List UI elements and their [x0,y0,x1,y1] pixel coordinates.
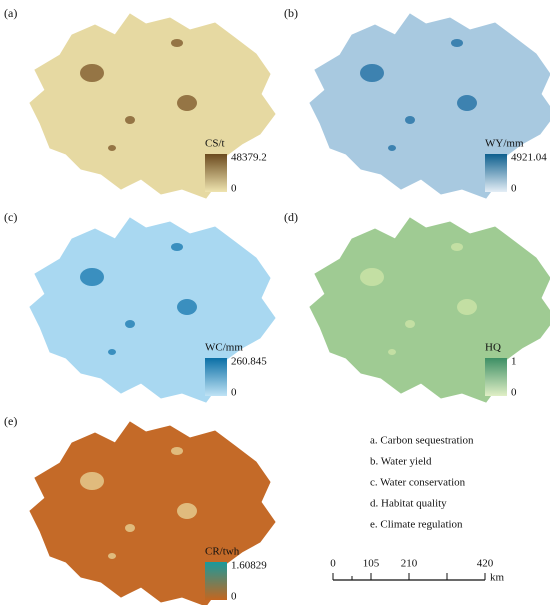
map-hotspot [388,349,396,355]
map-hotspot [451,243,463,251]
legend-title: HQ [485,342,501,354]
map-panel: (e) CR/twh 1.60829 0 [4,414,276,605]
scale-bar: 0 105 210 420 km [330,558,504,584]
panel-label: (a) [4,6,17,20]
legend-max: 4921.04 [511,152,547,164]
legend-max: 1.60829 [231,560,267,572]
map-hotspot [80,268,104,286]
map-panel: (a) CS/t 48379.2 0 [4,6,276,199]
map-hotspot [80,64,104,82]
legend-min: 0 [231,591,237,603]
notes: a. Carbon sequestration b. Water yield c. … [370,435,474,531]
map-hotspot [457,299,477,315]
note: d. Habitat quality [370,498,447,510]
map-hotspot [171,243,183,251]
legend-ramp [205,562,227,600]
panel-label: (b) [284,6,298,20]
legend-max: 260.845 [231,356,267,368]
legend-title: WC/mm [205,342,243,354]
scale-unit: km [490,572,505,584]
region-map [309,217,550,403]
map-hotspot [171,39,183,47]
map-hotspot [80,472,104,490]
legend-ramp [205,154,227,192]
map-hotspot [177,95,197,111]
scale-label: 105 [363,558,380,570]
map-hotspot [360,268,384,286]
map-hotspot [405,116,415,124]
scale-label: 0 [330,558,336,570]
map-hotspot [388,145,396,151]
map-hotspot [451,39,463,47]
legend-min: 0 [231,183,237,195]
map-hotspot [125,320,135,328]
legend-min: 0 [511,183,517,195]
map-panel: (d) HQ 1 0 [284,210,550,403]
scale-label: 210 [401,558,418,570]
legend-title: WY/mm [485,138,524,150]
legend-title: CS/t [205,138,225,150]
panels: (a) CS/t 48379.2 0 (b) WY/mm 4921.04 0 (c) WC/mm 2… [4,6,550,605]
map-hotspot [171,447,183,455]
map-hotspot [108,349,116,355]
note: c. Water conservation [370,477,466,489]
map-hotspot [360,64,384,82]
map-hotspot [108,145,116,151]
panel-label: (c) [4,210,17,224]
map-hotspot [457,95,477,111]
panel-label: (e) [4,414,17,428]
scale-label: 420 [477,558,494,570]
note: e. Climate regulation [370,519,463,531]
map-hotspot [125,524,135,532]
map-panel: (c) WC/mm 260.845 0 [4,210,276,403]
map-hotspot [177,299,197,315]
legend-ramp [205,358,227,396]
legend-min: 0 [231,387,237,399]
legend-title: CR/twh [205,546,240,558]
map-panel: (b) WY/mm 4921.04 0 [284,6,550,199]
legend-ramp [485,154,507,192]
region-map [29,13,276,199]
map-hotspot [405,320,415,328]
map-hotspot [108,553,116,559]
note: a. Carbon sequestration [370,435,474,447]
region-map [29,217,276,403]
map-hotspot [177,503,197,519]
legend-min: 0 [511,387,517,399]
region-map [309,13,550,199]
panel-label: (d) [284,210,298,224]
map-hotspot [125,116,135,124]
legend-max: 1 [511,356,517,368]
region-map [29,421,276,605]
note: b. Water yield [370,456,432,468]
legend-ramp [485,358,507,396]
legend-max: 48379.2 [231,152,267,164]
